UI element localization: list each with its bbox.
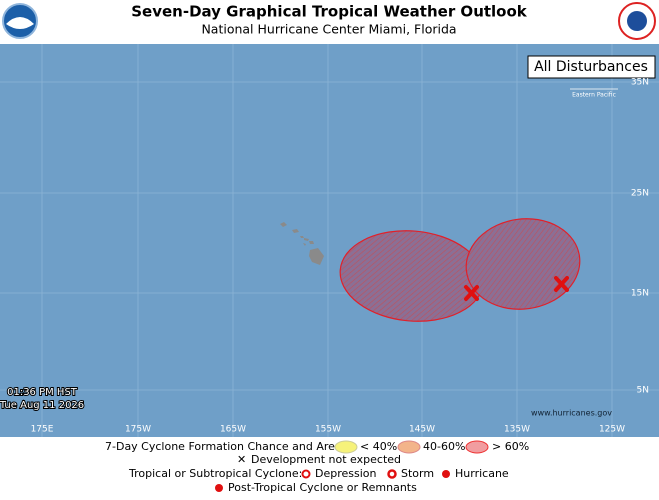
timestamp-date: Tue Aug 11 2026 — [0, 400, 84, 411]
timestamp-time: 01:36 PM HST — [7, 387, 78, 398]
basin-label: Eastern Pacific — [572, 92, 616, 99]
longitude-label: 135W — [504, 425, 530, 435]
website[interactable]: www.hurricanes.gov — [531, 409, 612, 418]
longitude-label: 165W — [220, 425, 246, 435]
legend-high-swatch — [465, 440, 489, 454]
legend-post-tropical-icon — [215, 484, 223, 492]
disturbance-marker[interactable] — [464, 285, 479, 301]
panel-label-box — [527, 55, 656, 79]
legend-cyclone-title: Tropical or Subtropical Cyclone: — [128, 467, 302, 480]
legend-no-dev-icon: ✕ — [237, 453, 246, 466]
legend-low-swatch — [334, 440, 358, 454]
subtitle: National Hurricane Center Miami, Florida — [201, 22, 456, 37]
legend-medium-swatch — [397, 440, 421, 454]
latitude-label: 15N — [631, 289, 649, 299]
disturbance-area[interactable] — [460, 212, 585, 317]
title: Seven-Day Graphical Tropical Weather Out… — [131, 3, 528, 21]
legend-depression-icon — [301, 469, 311, 479]
legend-low: < 40% — [360, 440, 397, 453]
longitude-label: 125W — [599, 425, 625, 435]
legend-hurricane: Hurricane — [455, 467, 509, 480]
longitude-label: 175W — [125, 425, 151, 435]
hawaiian-islands — [280, 222, 324, 265]
legend-depression: Depression — [315, 467, 377, 480]
legend-medium: 40-60% — [423, 440, 465, 453]
legend-post-tropical: Post-Tropical Cyclone or Remnants — [228, 481, 417, 494]
latitude-label: 25N — [631, 189, 649, 199]
legend-storm: Storm — [401, 467, 434, 480]
header — [0, 0, 659, 44]
legend-storm-icon — [387, 469, 397, 479]
legend-hurricane-icon — [442, 470, 450, 478]
longitude-label: 175E — [31, 425, 54, 435]
noaa-logo-bird — [6, 17, 34, 29]
longitude-label: 145W — [409, 425, 435, 435]
longitude-label: 155W — [315, 425, 341, 435]
latitude-label: 35N — [631, 78, 649, 88]
legend-not-expected: Development not expected — [251, 453, 401, 466]
legend-formation-title: 7-Day Cyclone Formation Chance and Area: — [105, 440, 345, 453]
nws-logo-center — [627, 11, 647, 31]
latitude-label: 5N — [637, 386, 649, 396]
panel-label: All Disturbances — [534, 59, 648, 75]
legend-high: > 60% — [492, 440, 529, 453]
disturbance-marker[interactable] — [554, 276, 569, 292]
